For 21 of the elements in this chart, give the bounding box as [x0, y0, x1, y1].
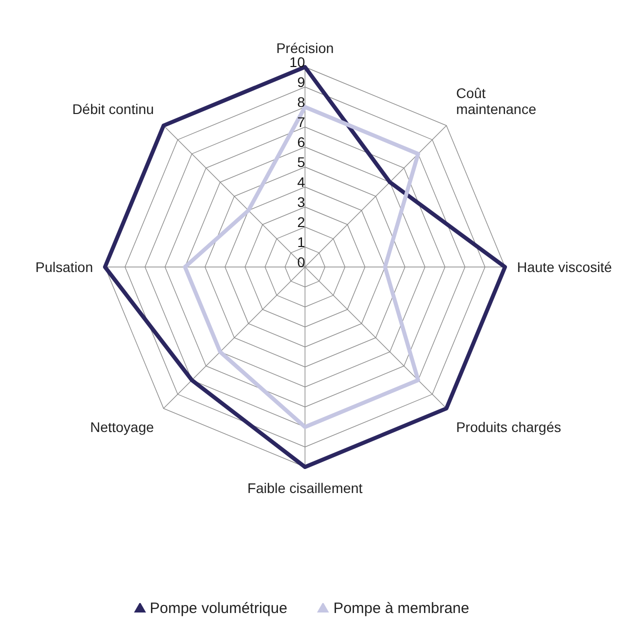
y-tick-label: 0: [297, 254, 306, 270]
y-tick-label: 9: [297, 74, 306, 90]
spoke-label: Produits chargés: [456, 419, 562, 436]
y-tick-label: 4: [297, 174, 306, 190]
y-tick-label: 6: [297, 134, 306, 150]
spoke-label: Faible cisaillement: [247, 480, 363, 496]
spoke-label: Nettoyage: [90, 419, 154, 436]
spoke-label: Précision: [276, 40, 334, 56]
y-tick-label: 1: [297, 234, 306, 250]
spoke-label: Pulsation: [35, 259, 93, 275]
spoke-label: Haute viscosité: [517, 259, 612, 275]
legend-label: Pompe volumétrique: [150, 600, 288, 617]
y-tick-label: 8: [297, 94, 306, 110]
y-tick-label: 7: [297, 114, 306, 130]
spoke-label: Débit continu: [72, 100, 154, 117]
y-tick-label: 10: [289, 54, 306, 70]
y-tick-label: 3: [297, 194, 306, 210]
spoke-label: Coût maintenance: [456, 84, 536, 117]
y-tick-label: 5: [297, 154, 306, 170]
y-tick-label: 2: [297, 214, 306, 230]
legend-label: Pompe à membrane: [333, 600, 470, 617]
